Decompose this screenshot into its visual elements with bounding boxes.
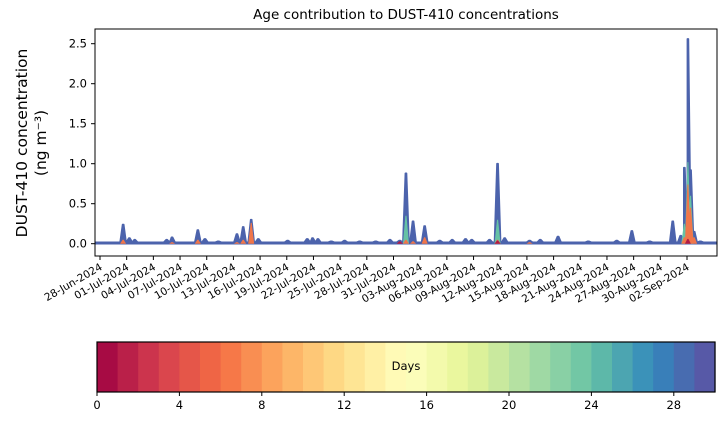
colorbar-bin bbox=[158, 342, 180, 392]
colorbar-bin bbox=[117, 342, 139, 392]
colorbar-bin bbox=[426, 342, 448, 392]
y-tick-label: 1.0 bbox=[69, 157, 87, 171]
y-tick-label: 0.0 bbox=[69, 237, 87, 251]
colorbar-tick-label: 16 bbox=[419, 398, 434, 412]
colorbar-bin bbox=[364, 342, 386, 392]
colorbar-bin bbox=[303, 342, 325, 392]
colorbar-bin bbox=[529, 342, 551, 392]
y-tick-label: 0.5 bbox=[69, 197, 87, 211]
y-tick-label: 2.5 bbox=[69, 37, 87, 51]
colorbar-bin bbox=[570, 342, 592, 392]
colorbar-bin bbox=[406, 342, 428, 392]
colorbar-bin bbox=[612, 342, 634, 392]
colorbar-bin bbox=[179, 342, 201, 392]
axes-frame bbox=[94, 28, 718, 257]
colorbar-tick-label: 28 bbox=[666, 398, 681, 412]
series-midage-area bbox=[402, 162, 694, 244]
colorbar-bin bbox=[447, 342, 469, 392]
colorbar-bin bbox=[200, 342, 222, 392]
colorbar-bin bbox=[323, 342, 345, 392]
chart-title: Age contribution to DUST-410 concentrati… bbox=[253, 7, 559, 23]
colorbar-bin bbox=[509, 342, 531, 392]
colorbar-label: Days bbox=[391, 359, 421, 373]
colorbar-tick-label: 12 bbox=[337, 398, 352, 412]
y-axis-label: DUST-410 concentration (ng m⁻³) bbox=[13, 0, 51, 293]
colorbar-frame bbox=[96, 341, 716, 393]
colorbar-bin bbox=[673, 342, 695, 392]
colorbar-bin bbox=[653, 342, 675, 392]
colorbar-tick-label: 0 bbox=[93, 398, 100, 412]
colorbar-bin bbox=[138, 342, 160, 392]
colorbar-bin bbox=[241, 342, 263, 392]
colorbar-tick-label: 4 bbox=[176, 398, 183, 412]
colorbar-bin bbox=[591, 342, 613, 392]
colorbar-bin bbox=[632, 342, 654, 392]
colorbar-bin bbox=[550, 342, 572, 392]
y-tick-label: 2.0 bbox=[69, 77, 87, 91]
y-tick-label: 1.5 bbox=[69, 117, 87, 131]
colorbar-bin bbox=[694, 342, 716, 392]
colorbar-bin bbox=[385, 342, 407, 392]
y-axis-label-line2: (ng m⁻³) bbox=[32, 109, 50, 177]
colorbar-bin bbox=[220, 342, 242, 392]
colorbar-bin bbox=[97, 342, 119, 392]
colorbar-bin bbox=[261, 342, 283, 392]
colorbar-bin bbox=[488, 342, 510, 392]
colorbar-tick-label: 20 bbox=[502, 398, 517, 412]
colorbar-tick-label: 8 bbox=[258, 398, 265, 412]
colorbar-bin bbox=[344, 342, 366, 392]
colorbar-tick-label: 24 bbox=[584, 398, 599, 412]
series-aged-area bbox=[95, 38, 717, 245]
y-axis-label-line1: DUST-410 concentration bbox=[13, 48, 31, 238]
colorbar-bin bbox=[467, 342, 489, 392]
colorbar-bin bbox=[282, 342, 304, 392]
